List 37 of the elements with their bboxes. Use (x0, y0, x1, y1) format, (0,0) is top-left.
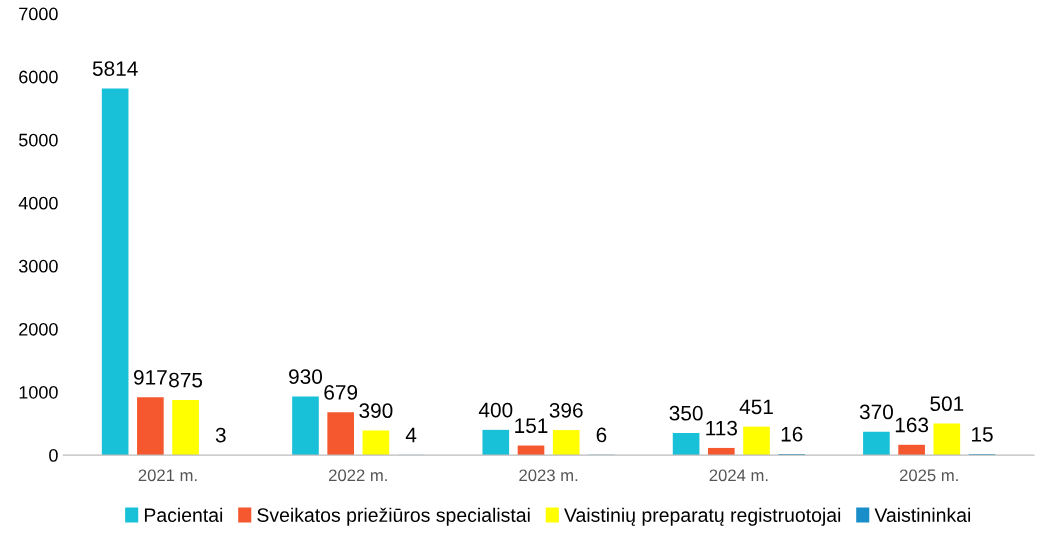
y-tick-label: 4000 (18, 196, 58, 210)
y-tick-label: 1000 (19, 385, 58, 399)
data-label: 6 (596, 427, 607, 443)
data-label: 451 (739, 399, 773, 415)
legend-label: Sveikatos priežiūros specialistai (257, 507, 530, 526)
data-label: 15 (972, 427, 993, 442)
data-label: 3 (215, 427, 226, 443)
x-tick-label: 2023 m. (519, 469, 578, 482)
x-tick-label: 2022 m. (329, 469, 387, 482)
data-label: 930 (289, 369, 323, 384)
legend-label: Vaistininkai (874, 507, 971, 522)
y-tick-label: 0 (49, 449, 58, 462)
y-tick-label: 6000 (19, 70, 58, 84)
legend-label: Vaistinių preparatų registruotojai (564, 507, 841, 526)
data-label: 16 (781, 426, 803, 442)
data-label: 875 (169, 372, 203, 388)
data-label: 5814 (92, 61, 138, 76)
data-label: 151 (515, 418, 548, 434)
x-tick-label: 2025 m. (899, 469, 958, 482)
data-label: 350 (669, 405, 703, 421)
data-label: 390 (359, 403, 393, 419)
y-tick-label: 7000 (19, 7, 58, 21)
x-tick-label: 2021 m. (138, 469, 197, 482)
y-tick-label: 2000 (19, 322, 58, 336)
x-tick-label: 2024 m. (709, 469, 768, 482)
data-label: 370 (859, 404, 893, 420)
data-label: 400 (478, 402, 513, 418)
y-tick-label: 5000 (19, 133, 58, 147)
data-label: 113 (706, 420, 738, 436)
data-label: 501 (930, 396, 964, 412)
data-label: 4 (405, 427, 417, 443)
data-label: 917 (133, 370, 167, 385)
data-label: 396 (549, 402, 583, 418)
data-label: 679 (324, 385, 358, 400)
data-label: 163 (895, 417, 929, 433)
legend-label: Pacientai (144, 507, 223, 522)
y-tick-label: 3000 (18, 259, 58, 273)
